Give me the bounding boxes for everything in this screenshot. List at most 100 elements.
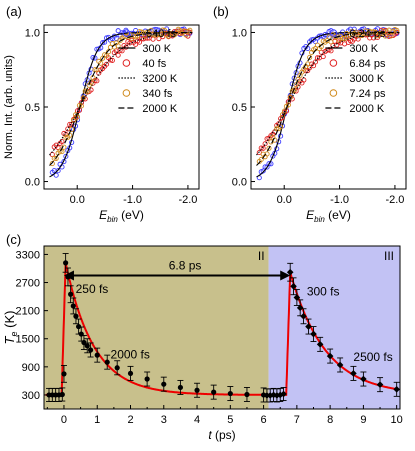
data-point (63, 153, 69, 159)
panel-a: (a) 0.0 -1.0 -2.0 0.0 0.5 1.0 Ebin (eV) Norm. In… (3, 4, 200, 224)
legend-label: 300 K (142, 43, 171, 55)
arrow-head (280, 270, 291, 281)
legend-label: 3000 K (349, 73, 385, 85)
data-point (123, 44, 129, 50)
data-point (305, 323, 312, 330)
data-point (177, 384, 184, 391)
legend-label: 3200 K (142, 73, 178, 85)
data-point (68, 291, 74, 297)
fit-line (49, 31, 193, 166)
data-point (115, 52, 121, 58)
data-point (109, 57, 115, 63)
data-point (59, 149, 65, 155)
data-point (328, 28, 334, 34)
y-tick-label: 0.5 (25, 102, 40, 114)
legend-marker (122, 29, 131, 37)
region-label: II (258, 249, 265, 263)
legend-marker (329, 59, 338, 67)
data-point (114, 365, 120, 371)
data-point (119, 30, 125, 36)
data-point (316, 341, 324, 348)
legend-marker (122, 59, 131, 67)
data-point (63, 260, 69, 266)
data-point (350, 370, 357, 377)
x-tick-label: -1.0 (123, 194, 142, 206)
y-tick-label: 300 (22, 390, 40, 402)
legend-marker (329, 89, 338, 97)
panel-label: (a) (6, 4, 22, 19)
data-point (61, 144, 67, 150)
data-point (262, 141, 268, 147)
x-tick-label: 6 (261, 414, 267, 426)
data-point (371, 29, 377, 35)
x-tick-label: 0 (61, 414, 67, 426)
legend-label: 40 fs (142, 58, 166, 70)
data-point (113, 35, 119, 41)
x-tick-label: 0.0 (70, 194, 85, 206)
data-point (388, 33, 394, 39)
data-point (260, 168, 266, 174)
data-point (310, 330, 317, 338)
data-point (107, 57, 113, 63)
data-point (211, 389, 217, 395)
data-point (55, 168, 61, 174)
legend-label: 2000 K (349, 103, 385, 115)
data-point (70, 303, 76, 309)
data-point (158, 31, 164, 37)
legend-marker (329, 29, 338, 37)
y-tick-label: 2100 (16, 306, 40, 318)
data-point (115, 43, 121, 49)
data-point (115, 28, 121, 34)
data-point (266, 161, 272, 167)
data-point (328, 48, 334, 54)
data-point (296, 304, 304, 312)
data-point (76, 323, 82, 330)
data-point (59, 138, 65, 145)
data-point (61, 371, 67, 377)
data-point (104, 61, 110, 67)
legend-label: 300 K (349, 43, 378, 55)
data-point (293, 82, 299, 88)
y-axis-label: Te (K) (2, 311, 19, 345)
x-tick-label: 3 (161, 414, 167, 426)
x-tick-label: 1 (94, 414, 100, 426)
data-point (144, 376, 150, 382)
legend-label: 2000 K (142, 103, 178, 115)
arrow-head (63, 270, 74, 281)
data-point (376, 381, 384, 388)
y-tick-label: 0.0 (232, 177, 247, 189)
data-point (67, 121, 73, 128)
y-tick-label: 900 (22, 362, 40, 374)
annotation-label: 2500 fs (353, 350, 392, 364)
x-tick-label: 8 (327, 414, 333, 426)
data-point (264, 151, 270, 157)
data-point (150, 36, 156, 42)
data-point (260, 145, 266, 151)
data-point (286, 268, 294, 276)
x-tick-label: 7 (294, 414, 300, 426)
y-tick-label: 3300 (16, 249, 40, 261)
data-point (87, 347, 94, 353)
data-point (53, 155, 59, 161)
y-tick-label: 1.0 (25, 27, 40, 39)
panel-label: (b) (213, 4, 229, 19)
y-tick-label: 1.0 (232, 27, 247, 39)
region-label: III (384, 249, 394, 263)
x-tick-label: -2.0 (385, 194, 404, 206)
data-point (78, 103, 84, 109)
x-tick-label: 9 (360, 414, 366, 426)
data-point (290, 282, 297, 290)
legend-label: 7.24 ps (349, 88, 386, 100)
legend-label: -540 fs (142, 28, 176, 40)
fit-line (256, 32, 400, 156)
data-point (342, 36, 348, 42)
data-point (270, 391, 277, 399)
annotation-label: 2000 fs (111, 347, 150, 361)
data-point (285, 102, 291, 108)
x-axis-label: t (ps) (208, 428, 235, 442)
data-point (59, 391, 65, 398)
data-point (300, 312, 307, 320)
fit-line (49, 32, 193, 156)
data-point (382, 33, 388, 39)
